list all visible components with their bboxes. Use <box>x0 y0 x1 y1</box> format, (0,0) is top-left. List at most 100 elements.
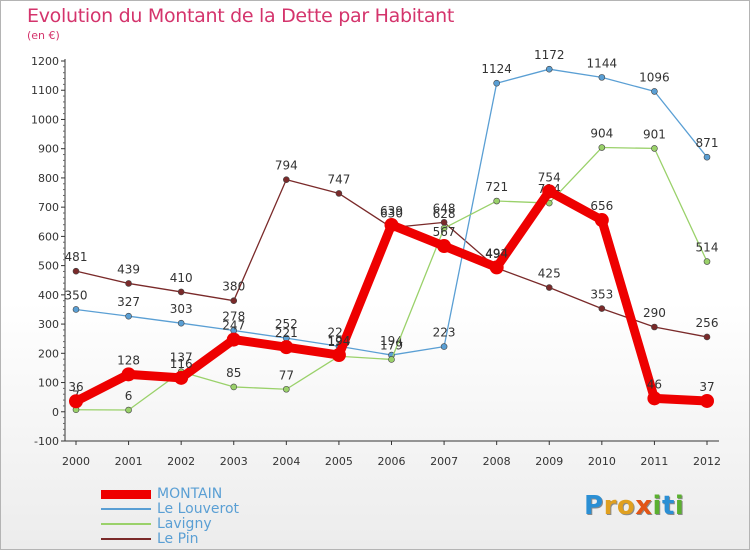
x-tick-label: 2005 <box>325 455 353 468</box>
data-label-le-pin: 425 <box>538 267 561 281</box>
data-point-lavigny <box>651 145 658 152</box>
y-tick-label: 600 <box>38 230 59 243</box>
logo-letter: i <box>674 491 685 521</box>
data-label-montain: 46 <box>647 377 662 391</box>
data-point-montain <box>121 367 136 382</box>
data-label-le-louverot: 350 <box>65 288 88 302</box>
data-point-le-louverot <box>72 306 80 313</box>
data-point-montain <box>647 391 662 406</box>
x-tick-label: 2006 <box>378 455 406 468</box>
data-point-le-pin <box>72 267 80 275</box>
data-label-le-louverot: 1096 <box>639 70 670 84</box>
data-point-montain <box>331 348 346 363</box>
data-point-le-louverot <box>651 88 658 95</box>
data-point-montain <box>384 217 399 232</box>
data-label-lavigny: 6 <box>125 389 133 403</box>
data-point-lavigny <box>440 224 448 232</box>
data-point-le-pin <box>598 305 606 312</box>
logo-letter: x <box>635 491 653 521</box>
x-tick-label: 2011 <box>640 455 668 468</box>
y-tick-label: 1000 <box>31 113 59 126</box>
data-label-montain: 656 <box>590 199 613 213</box>
data-label-le-louverot: 278 <box>222 310 245 324</box>
data-label-le-pin: 380 <box>222 280 245 294</box>
x-tick-label: 2008 <box>483 455 511 468</box>
legend-swatch-montain <box>101 490 151 499</box>
legend-swatch-lavigny <box>101 523 151 525</box>
logo-letter: i <box>652 491 662 521</box>
data-point-montain <box>69 394 83 409</box>
data-label-montain: 36 <box>68 380 83 394</box>
data-label-lavigny: 901 <box>643 127 666 141</box>
y-tick-label: 1100 <box>31 84 59 97</box>
data-point-lavigny <box>388 356 395 363</box>
logo-letter: t <box>661 491 675 521</box>
data-point-le-louverot <box>598 74 606 81</box>
data-point-le-pin <box>651 323 658 331</box>
data-label-lavigny: 904 <box>590 127 613 141</box>
legend-label-montain: MONTAIN <box>157 486 223 502</box>
proxiti-logo: Proxiti <box>584 491 684 521</box>
data-label-le-pin: 794 <box>275 159 298 173</box>
data-label-le-pin: 648 <box>433 201 456 215</box>
data-label-montain: 754 <box>538 170 561 184</box>
data-point-le-pin <box>335 190 343 197</box>
x-tick-label: 2003 <box>220 455 248 468</box>
data-label-le-louverot: 303 <box>170 302 193 316</box>
chart-unit-label: (en €) <box>27 29 60 42</box>
data-label-montain: 128 <box>117 353 140 367</box>
data-label-le-louverot: 327 <box>117 295 140 309</box>
data-point-montain <box>437 239 452 254</box>
legend-swatch-le-pin <box>101 538 151 540</box>
data-point-le-pin <box>703 333 711 341</box>
data-point-montain <box>226 332 241 347</box>
data-label-lavigny: 179 <box>380 338 403 352</box>
legend-swatch-le-louverot <box>101 508 151 510</box>
y-tick-label: 0 <box>52 406 59 419</box>
data-label-lavigny: 721 <box>485 180 508 194</box>
data-point-lavigny <box>230 383 238 391</box>
y-tick-label: 800 <box>38 172 59 185</box>
x-tick-label: 2002 <box>167 455 195 468</box>
legend-label-lavigny: Lavigny <box>157 516 212 532</box>
data-point-lavigny <box>283 385 290 393</box>
data-label-montain: 221 <box>275 326 298 340</box>
data-label-le-louverot: 1144 <box>587 56 618 70</box>
data-label-montain: 567 <box>433 225 456 239</box>
data-label-le-pin: 256 <box>696 316 719 330</box>
logo-letter: o <box>616 491 636 521</box>
y-tick-label: 400 <box>38 289 59 302</box>
data-label-le-pin: 410 <box>170 271 193 285</box>
y-tick-label: 100 <box>38 377 59 390</box>
data-point-le-louverot <box>177 319 185 327</box>
data-point-le-pin <box>177 288 185 296</box>
data-point-montain <box>489 260 504 275</box>
x-tick-label: 2009 <box>535 455 563 468</box>
y-tick-label: 500 <box>38 260 59 273</box>
data-label-lavigny: 514 <box>696 241 719 255</box>
data-label-montain: 247 <box>222 319 245 333</box>
y-tick-label: -100 <box>34 435 59 448</box>
legend-label-le-pin: Le Pin <box>157 531 199 547</box>
x-tick-label: 2000 <box>62 455 90 468</box>
data-label-le-louverot: 1172 <box>534 48 565 62</box>
data-point-le-pin <box>283 176 290 183</box>
data-point-le-louverot <box>545 65 553 73</box>
data-label-le-pin: 747 <box>327 172 350 186</box>
data-label-le-louverot: 223 <box>433 326 456 340</box>
y-tick-label: 700 <box>38 201 59 214</box>
data-point-montain <box>174 370 189 385</box>
chart-title: Evolution du Montant de la Dette par Hab… <box>27 5 455 27</box>
y-tick-label: 1200 <box>31 55 59 68</box>
data-point-le-louverot <box>703 153 711 161</box>
data-label-montain: 639 <box>380 204 403 218</box>
data-label-lavigny: 137 <box>170 351 193 365</box>
data-point-le-pin <box>545 284 553 291</box>
data-label-montain: 194 <box>327 334 350 348</box>
data-label-le-pin: 439 <box>117 262 140 276</box>
x-tick-label: 2012 <box>693 455 721 468</box>
legend-label-le-louverot: Le Louverot <box>157 501 240 517</box>
data-point-lavigny <box>703 258 711 265</box>
data-point-le-louverot <box>493 79 500 87</box>
